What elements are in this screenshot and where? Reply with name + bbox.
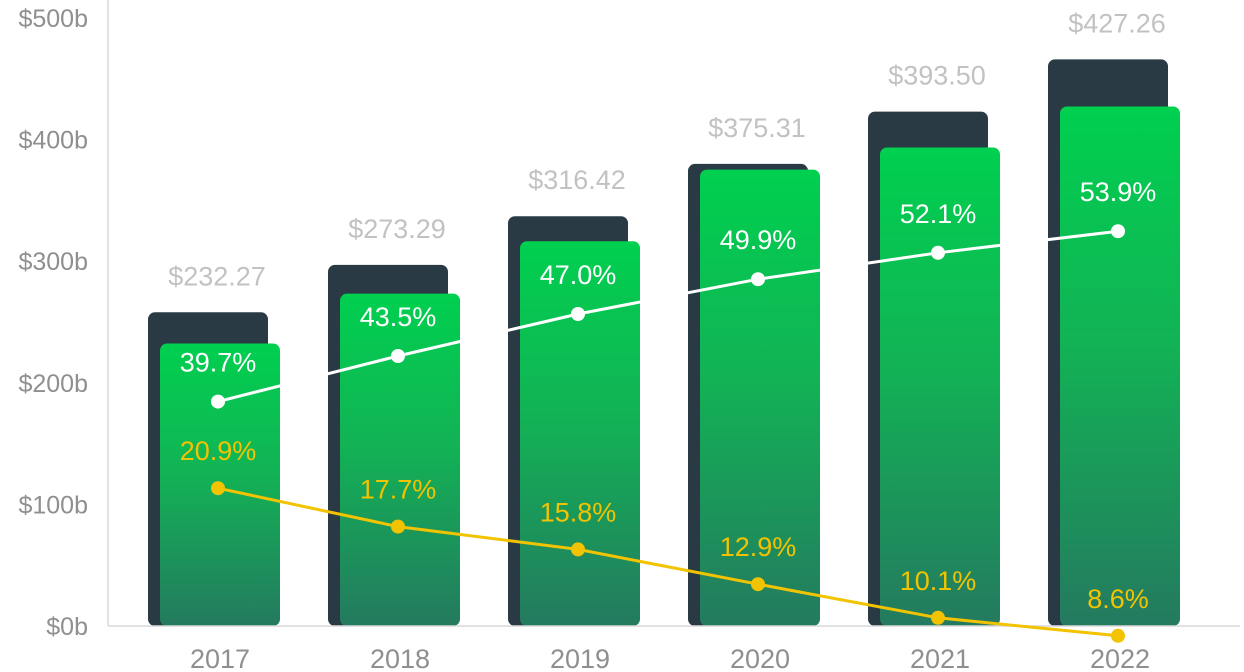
growth-line-point xyxy=(931,610,945,625)
y-tick-label: $300b xyxy=(18,248,88,276)
share-line-label: 43.5% xyxy=(360,302,437,332)
share-line-point xyxy=(751,272,765,287)
bar-value-label: $375.31 xyxy=(708,113,806,143)
y-tick-label: $400b xyxy=(18,127,88,155)
bar-value-label: $273.29 xyxy=(348,214,446,244)
bar-2019 xyxy=(520,241,640,626)
share-line-label: 53.9% xyxy=(1080,177,1157,207)
share-line-label: 52.1% xyxy=(900,199,977,229)
growth-line-point xyxy=(1111,628,1125,643)
growth-line-label: 20.9% xyxy=(180,436,257,466)
share-line-point xyxy=(571,307,585,321)
growth-line-label: 15.8% xyxy=(540,497,617,527)
bar-value-label: $427.26 xyxy=(1068,8,1166,38)
x-tick-label: 2022 xyxy=(1090,644,1150,672)
growth-line xyxy=(217,486,1119,638)
y-tick-label: $100b xyxy=(18,491,88,519)
growth-line-point xyxy=(571,542,585,557)
share-line xyxy=(217,229,1119,404)
bar-2021 xyxy=(880,147,1000,626)
share-line-point xyxy=(391,349,405,363)
bar-2022 xyxy=(1060,106,1180,626)
share-line-point xyxy=(931,245,945,260)
x-tick-label: 2017 xyxy=(190,644,250,672)
x-tick-label: 2019 xyxy=(550,644,610,672)
bar-2018 xyxy=(340,293,460,626)
growth-line-point xyxy=(211,481,225,496)
y-tick-label: $200b xyxy=(18,370,88,398)
growth-line-label: 10.1% xyxy=(900,566,977,596)
growth-line-label: 8.6% xyxy=(1087,584,1149,614)
x-tick-label: 2021 xyxy=(910,644,970,672)
share-line-point xyxy=(1111,224,1125,239)
bar-value-label: $232.27 xyxy=(168,261,266,291)
y-tick-label: $500b xyxy=(18,5,88,33)
growth-line-label: 17.7% xyxy=(360,475,437,505)
growth-line-label: 12.9% xyxy=(720,532,797,562)
bar-value-label: $316.42 xyxy=(528,165,626,195)
share-line-label: 47.0% xyxy=(540,260,617,290)
share-line-label: 39.7% xyxy=(180,348,257,378)
growth-line-point xyxy=(751,577,765,592)
bar-value-label: $393.50 xyxy=(888,61,986,91)
share-line-label: 49.9% xyxy=(720,225,797,255)
y-tick-label: $0b xyxy=(46,613,88,641)
share-line-point xyxy=(211,394,225,409)
growth-line-point xyxy=(391,519,405,534)
x-tick-label: 2020 xyxy=(730,644,790,672)
x-tick-label: 2018 xyxy=(370,644,430,672)
